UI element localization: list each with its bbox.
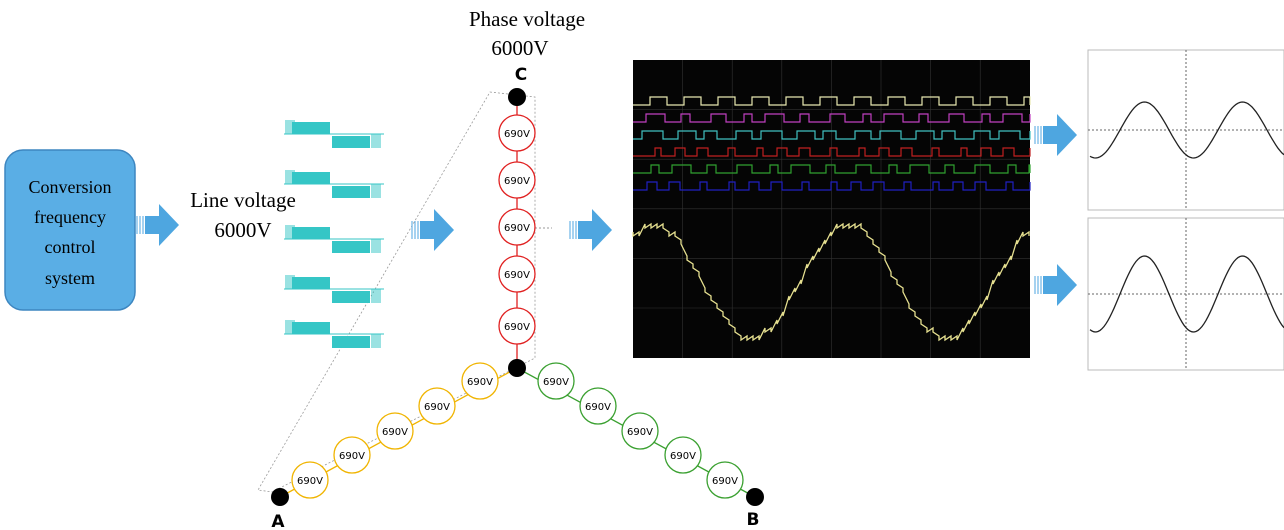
arrow	[145, 204, 179, 246]
cell-label: 690V	[467, 377, 493, 388]
pwm	[332, 291, 370, 303]
cell	[418, 387, 456, 425]
cell	[498, 208, 536, 246]
scope-trace	[633, 147, 1031, 157]
cell-label: 690V	[382, 427, 408, 438]
cell-label: 690V	[297, 476, 323, 487]
cell	[498, 161, 536, 199]
scope-sine	[632, 222, 1030, 342]
control-box	[4, 149, 136, 311]
pwm	[292, 277, 330, 289]
line-voltage-value: 6000V	[214, 218, 271, 242]
cell-label: 690V	[504, 129, 530, 140]
cell	[664, 436, 702, 474]
scope-trace	[633, 130, 1031, 140]
cell-label: 690V	[424, 402, 450, 413]
pwm	[332, 136, 370, 148]
box-text: control	[45, 237, 96, 257]
cell-label: 690V	[670, 451, 696, 462]
terminal-label: C	[515, 65, 527, 85]
box-text: system	[45, 268, 95, 288]
pwm	[332, 336, 370, 348]
pwm	[332, 241, 370, 253]
pwm	[292, 227, 330, 239]
terminal	[508, 88, 526, 106]
terminal	[271, 488, 289, 506]
line-voltage-label: Line voltage	[190, 188, 296, 212]
arrow	[1043, 264, 1077, 306]
scope-trace	[633, 113, 1031, 123]
small-sine	[1089, 101, 1284, 159]
cell-label: 690V	[585, 402, 611, 413]
cell	[579, 387, 617, 425]
cell	[461, 362, 499, 400]
cell	[291, 461, 329, 499]
phase-voltage-label: Phase voltage	[469, 7, 585, 31]
cell	[498, 114, 536, 152]
cell	[706, 461, 744, 499]
cell	[376, 412, 414, 450]
terminal-label: A	[271, 512, 285, 530]
cell-label: 690V	[504, 270, 530, 281]
pwm	[332, 186, 370, 198]
terminal	[746, 488, 764, 506]
arrow	[578, 209, 612, 251]
cell	[333, 436, 371, 474]
scope-trace	[633, 164, 1031, 174]
scope-trace	[633, 96, 1031, 106]
box-text: frequency	[34, 207, 106, 227]
scope-trace	[633, 181, 1031, 191]
arrow	[1043, 114, 1077, 156]
cell-label: 690V	[543, 377, 569, 388]
cell	[621, 412, 659, 450]
cell-label: 690V	[504, 223, 530, 234]
cell-label: 690V	[712, 476, 738, 487]
phase-voltage-value: 6000V	[491, 36, 548, 60]
cell	[537, 362, 575, 400]
cell-label: 690V	[627, 427, 653, 438]
arrow	[420, 209, 454, 251]
cell-label: 690V	[504, 176, 530, 187]
box-text: Conversion	[29, 177, 112, 197]
cell-label: 690V	[504, 322, 530, 333]
cell	[498, 255, 536, 293]
neutral	[508, 359, 526, 377]
small-sine	[1089, 255, 1284, 333]
pwm	[292, 172, 330, 184]
terminal-label: B	[747, 510, 760, 530]
pwm	[292, 122, 330, 134]
cell	[498, 307, 536, 345]
pwm	[292, 322, 330, 334]
cell-label: 690V	[339, 451, 365, 462]
